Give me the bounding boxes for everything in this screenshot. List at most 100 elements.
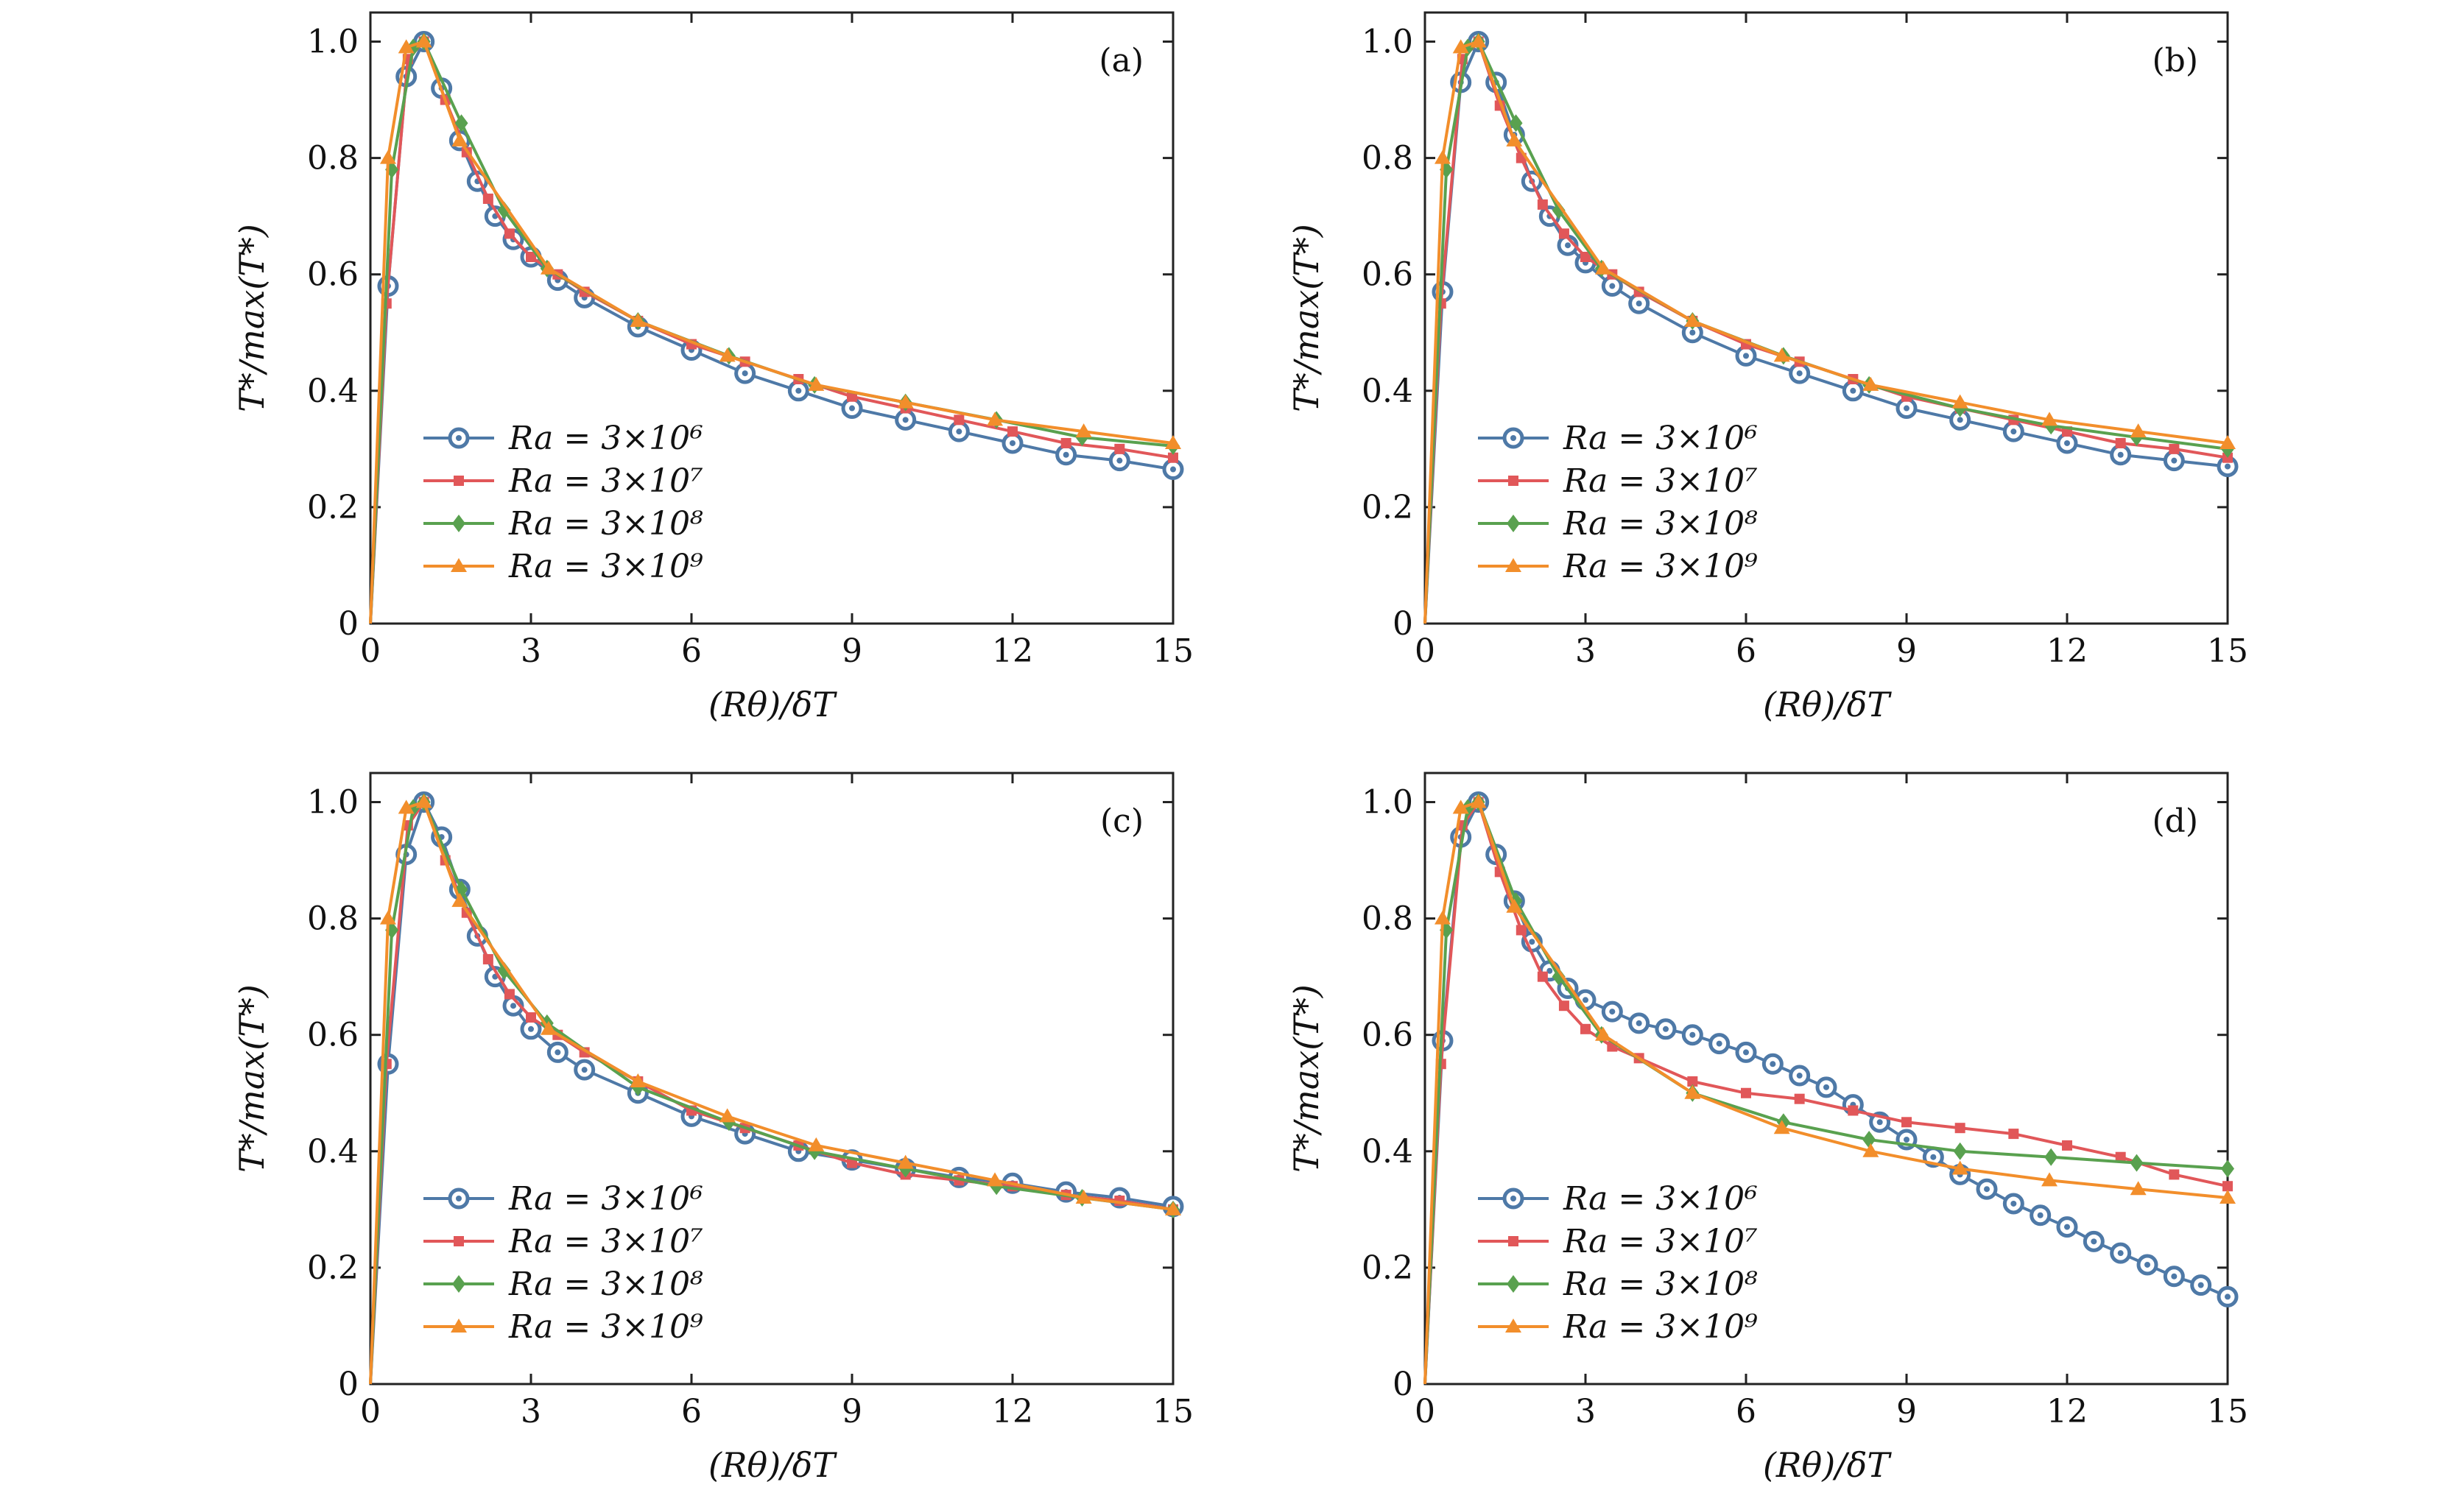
- y-tick-label: 0.2: [307, 489, 359, 526]
- data-point: [1684, 1084, 1701, 1099]
- legend-label: Ra = 3×10⁹: [508, 1308, 703, 1346]
- series-4: [1423, 33, 2236, 624]
- legend-item: Ra = 3×10⁹: [423, 548, 703, 585]
- data-point: [1901, 1117, 1912, 1128]
- data-point-core: [902, 417, 909, 423]
- data-point-core: [2037, 1212, 2044, 1218]
- y-tick-label: 0.8: [1362, 900, 1413, 938]
- legend-marker: [1508, 1236, 1518, 1246]
- data-point: [526, 1012, 536, 1023]
- data-point: [2130, 1181, 2147, 1196]
- y-tick-label: 0.6: [1362, 1017, 1413, 1054]
- data-point-core: [2064, 440, 2070, 446]
- data-point-core: [555, 1049, 561, 1056]
- data-point: [1434, 149, 1451, 164]
- data-point-core: [2091, 1238, 2097, 1245]
- panel-label: (c): [1100, 802, 1144, 840]
- data-point: [415, 33, 432, 48]
- legend: Ra = 3×10⁶ Ra = 3×10⁷ Ra = 3×10⁸ Ra = 3×10⁹: [1478, 420, 1758, 585]
- data-point: [1552, 201, 1566, 219]
- data-point-core: [1850, 387, 1856, 394]
- series-4: [369, 33, 1181, 624]
- series-2: [1423, 36, 2233, 624]
- legend-item: Ra = 3×10⁸: [423, 505, 703, 543]
- data-point-core: [1904, 1137, 1909, 1143]
- series-line: [369, 40, 1174, 624]
- data-point: [1452, 39, 1469, 54]
- data-point: [1506, 132, 1523, 147]
- data-point-core: [2010, 428, 2017, 435]
- data-point-core: [795, 387, 802, 394]
- legend: Ra = 3×10⁶ Ra = 3×10⁷ Ra = 3×10⁸ Ra = 3×10⁹: [423, 1180, 703, 1346]
- x-tick-label: 9: [1896, 632, 1917, 670]
- data-point: [1506, 898, 1523, 913]
- data-point: [1075, 1190, 1092, 1204]
- chart-panel-1: 0 3 6 9 12 15 0 0.2 0.4 0.6 0.8 1.0 (Rθ)/δT T*/max(T*…: [232, 11, 1194, 724]
- data-point: [1580, 252, 1591, 262]
- series-line: [369, 800, 1174, 1385]
- data-point: [1773, 347, 1790, 362]
- data-point: [808, 1137, 825, 1151]
- data-point: [1470, 794, 1487, 808]
- data-point-core: [2064, 1224, 2070, 1230]
- y-tick-label: 1.0: [307, 24, 359, 61]
- data-point: [2221, 1160, 2234, 1178]
- plot-frame: [369, 772, 1175, 1386]
- x-tick-label: 12: [2046, 1393, 2088, 1430]
- legend-marker-core: [1510, 1196, 1516, 1201]
- x-tick-label: 3: [1575, 632, 1596, 670]
- data-point: [1537, 971, 1548, 982]
- data-point-core: [1636, 1020, 1642, 1026]
- x-tick-label: 9: [842, 1393, 862, 1430]
- y-axis-label: T*/max(T*): [232, 224, 272, 412]
- data-point-core: [849, 405, 855, 412]
- series-line: [1423, 40, 2228, 624]
- legend-marker-core: [456, 435, 462, 441]
- data-point-core: [581, 1067, 588, 1073]
- data-point-core: [1823, 1084, 1829, 1090]
- plot-frame: [1423, 11, 2229, 625]
- data-point: [454, 114, 468, 133]
- data-point: [2169, 1169, 2180, 1180]
- legend-marker: [454, 476, 464, 486]
- data-point: [398, 800, 415, 814]
- legend-label: Ra = 3×10⁶: [1563, 1180, 1758, 1218]
- data-point: [451, 892, 468, 907]
- data-point: [1509, 114, 1523, 133]
- x-tick-label: 12: [2046, 632, 2088, 670]
- legend-label: Ra = 3×10⁸: [508, 1266, 703, 1303]
- data-point: [504, 228, 515, 239]
- legend-item: Ra = 3×10⁸: [423, 1266, 703, 1303]
- legend-label: Ra = 3×10⁷: [508, 462, 703, 500]
- y-tick-label: 0.4: [1362, 373, 1413, 410]
- series-3: [1423, 32, 2234, 624]
- panel-label: (a): [1099, 42, 1144, 80]
- series-3: [369, 793, 1180, 1385]
- legend-marker: [451, 1319, 467, 1333]
- data-point: [398, 39, 415, 54]
- y-axis-label: T*/max(T*): [1286, 984, 1326, 1173]
- data-point-core: [1529, 939, 1535, 945]
- data-point: [2222, 1181, 2233, 1192]
- y-tick-label: 0.6: [307, 1017, 359, 1054]
- y-tick-label: 0.4: [1362, 1133, 1413, 1171]
- data-point-core: [1930, 1154, 1937, 1160]
- data-point: [1953, 1142, 1967, 1160]
- legend-label: Ra = 3×10⁹: [1563, 1308, 1758, 1346]
- legend-item: Ra = 3×10⁶: [1478, 420, 1758, 457]
- legend-item: Ra = 3×10⁸: [1478, 1266, 1758, 1303]
- plot-frame: [1423, 772, 2229, 1386]
- data-point: [482, 953, 493, 964]
- legend-marker-core: [1510, 435, 1516, 441]
- series-1: [1423, 31, 2239, 624]
- legend-item: Ra = 3×10⁶: [423, 1180, 703, 1218]
- series-3: [369, 32, 1180, 624]
- chart-panel-3: 0 3 6 9 12 15 0 0.2 0.4 0.6 0.8 1.0 (Rθ)/δT T*/max(T*…: [232, 772, 1194, 1485]
- series-1: [369, 791, 1184, 1385]
- data-point-core: [1063, 451, 1069, 458]
- data-point: [1552, 967, 1566, 986]
- data-point: [897, 394, 914, 409]
- x-tick-label: 0: [360, 1393, 381, 1430]
- legend-marker: [451, 558, 467, 572]
- x-tick-label: 15: [1152, 632, 1194, 670]
